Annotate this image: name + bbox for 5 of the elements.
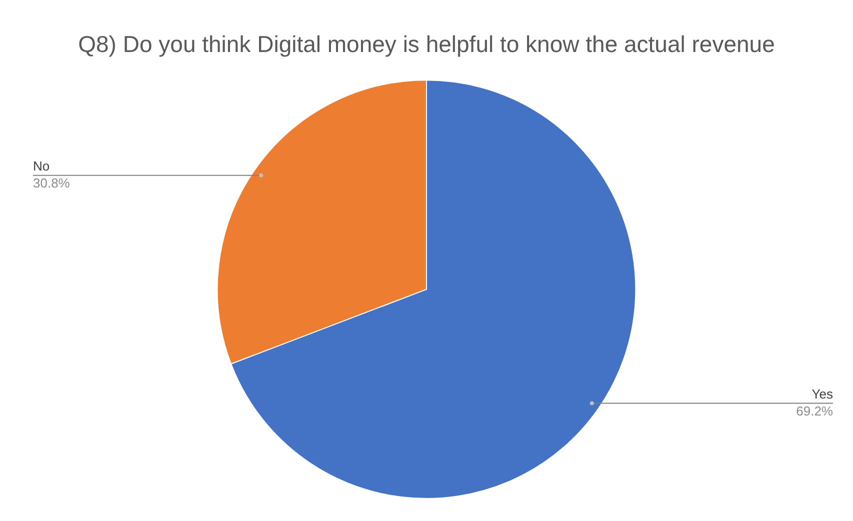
data-label: 69.2%: [796, 403, 834, 418]
slice-label: Yes: [812, 386, 834, 402]
chart-title: Q8) Do you think Digital money is helpful to know the actual revenue: [78, 31, 775, 58]
data-label: 30.8%: [33, 175, 70, 190]
slice-label: No: [33, 158, 50, 174]
